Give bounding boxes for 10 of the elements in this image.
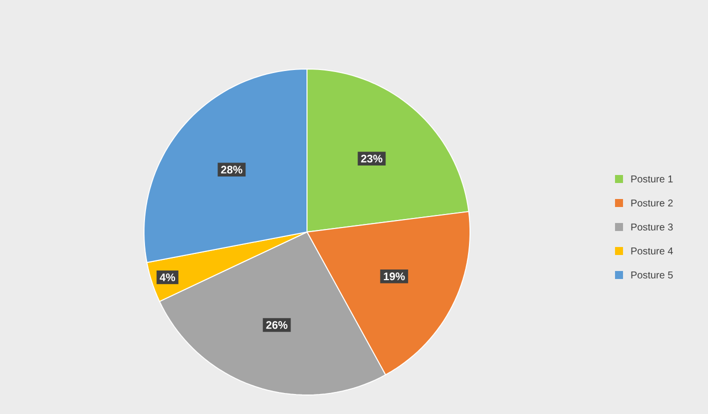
- data-label: 26%: [266, 321, 288, 329]
- legend-label: Posture 1: [631, 176, 673, 182]
- legend-label: Posture 4: [631, 248, 673, 254]
- data-label: 19%: [384, 272, 405, 280]
- legend-label: Posture 3: [631, 223, 673, 231]
- data-label: 4%: [160, 273, 176, 282]
- legend-label: Posture 2: [631, 199, 673, 207]
- legend-label: Posture 5: [631, 272, 673, 278]
- data-label: 28%: [221, 166, 242, 174]
- data-label: 23%: [361, 154, 382, 163]
